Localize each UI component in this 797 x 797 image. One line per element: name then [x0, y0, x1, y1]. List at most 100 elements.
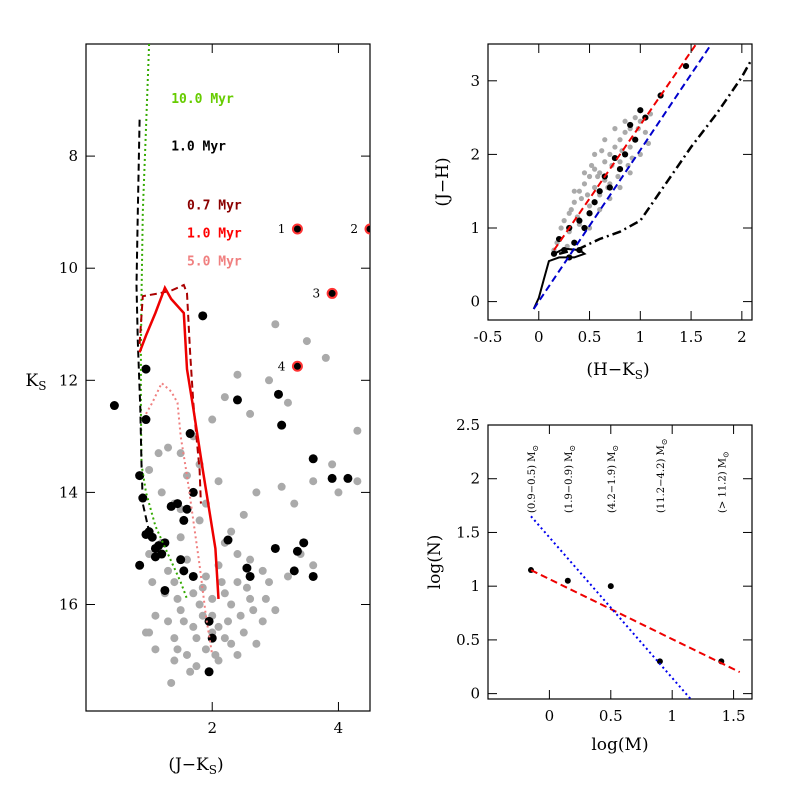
ccd-ctts_locus-line [558, 58, 752, 256]
cmd-field-point [261, 594, 270, 603]
cmd-field-point [208, 594, 217, 603]
cmd-field-point [186, 667, 195, 676]
cmd-members-point [185, 429, 195, 439]
cmd-field-point [233, 550, 242, 559]
cmd-members-point [154, 541, 164, 551]
cmd-star-label: 2 [350, 222, 358, 236]
cmd-field-point [277, 482, 286, 491]
cmd-ytick-label: 16 [59, 596, 78, 614]
ccd-plot: -0.5 0 0.5 1 1.5 2 0 1 2 3 [470, 44, 752, 346]
ccd-xtick-label: 2 [737, 328, 747, 346]
ccd-members-point [576, 217, 583, 224]
cmd-members-point [289, 566, 299, 576]
cmd-field-point [198, 611, 207, 620]
cmd-field-point [302, 337, 311, 346]
cmd-iso_1myr_red-line [138, 284, 220, 599]
cmd-field-point [233, 650, 242, 659]
cmd-members-point [204, 616, 214, 626]
ccd-field-point [645, 140, 652, 146]
ccd-field-point [632, 115, 638, 121]
ccd-blue_reddening-line [532, 44, 713, 310]
cmd-field-point [195, 600, 204, 609]
ccd-field-point [581, 170, 588, 176]
cmd-members-point [166, 501, 176, 511]
cmd-field-point [189, 589, 198, 598]
cmd-members-point [204, 667, 214, 677]
cmd-field-point [220, 393, 229, 402]
cmd-field-point [154, 449, 163, 458]
mf-xlabel: log(M) [591, 735, 648, 755]
cmd-field-point [179, 617, 188, 626]
mf-bin-label: (1.9−0.9) M⊙ [564, 445, 577, 513]
ccd-ylabel: (J−H) [433, 157, 453, 206]
cmd-field-point [141, 628, 150, 637]
cmd-field-point [265, 578, 274, 587]
cmd-iso_0.7myr-line [138, 283, 202, 504]
cmd-members-point [299, 538, 309, 548]
cmd-field-point [309, 561, 318, 570]
mf-fit_red-line [530, 569, 741, 673]
cmd-age-label: 1.0 Myr [171, 139, 226, 154]
cmd-field-point [145, 465, 154, 474]
cmd-ytick-label: 14 [59, 483, 78, 501]
mf-ylabel: log(N) [425, 535, 445, 590]
cmd-field-point [164, 566, 173, 575]
cmd-members-point [308, 571, 318, 581]
mf-ytick-label: 1.5 [456, 523, 480, 541]
cmd-field-point [173, 594, 182, 603]
mf-xtick-label: 1.5 [722, 707, 746, 725]
mf-ytick-label: 0 [470, 685, 480, 703]
cmd-field-point [192, 634, 201, 643]
cmd-field-point [157, 488, 166, 497]
mf-ytick-label: 2.5 [456, 416, 480, 434]
cmd-age-label: 1.0 Myr [187, 226, 242, 241]
cmd-field-point [321, 353, 330, 362]
cmd-members-point [273, 389, 283, 399]
cmd-field-point [214, 622, 223, 631]
ccd-ytick-label: 2 [470, 145, 480, 163]
cmd-iso_5myr-line [145, 381, 214, 656]
cmd-field-point [236, 611, 245, 620]
ccd-frame [487, 43, 753, 321]
cmd-members-point [270, 543, 280, 553]
cmd-members-point [188, 571, 198, 581]
cmd-field-point [290, 499, 299, 508]
cmd-age-label: 10.0 Myr [171, 92, 234, 107]
mf-data-point [607, 583, 614, 590]
ccd-field-point [595, 173, 601, 180]
cmd-field-point [271, 606, 280, 615]
ccd-ytick-label: 3 [470, 72, 480, 90]
cmd-field-point [151, 645, 160, 654]
ccd-field-point [592, 184, 598, 191]
cmd-field-point [176, 449, 185, 458]
cmd-field-point [211, 650, 220, 659]
ccd-field-point [617, 159, 623, 165]
ccd-field-point [617, 184, 623, 191]
ccd-members-point [596, 188, 603, 195]
ccd-field-point [612, 126, 618, 132]
ccd-members-point [627, 121, 634, 129]
ccd-members-point [606, 184, 613, 191]
cmd-field-point [176, 533, 185, 542]
cmd-field-point [353, 477, 362, 486]
ccd-field-point [578, 195, 585, 202]
mf-xtick-label: 0 [545, 707, 555, 725]
cmd-field-point [283, 398, 292, 407]
cmd-field-point [258, 566, 267, 575]
ccd-field-point [615, 173, 621, 180]
cmd-series-group [109, 44, 370, 687]
cmd-field-point [182, 471, 191, 480]
cmd-labeled-point [291, 223, 303, 235]
cmd-field-point [227, 600, 236, 609]
ccd-series-group [532, 44, 752, 310]
cmd-field-point [164, 443, 173, 452]
cmd-members-point [179, 566, 189, 576]
cmd-field-point [195, 516, 204, 525]
mf-ytick-label: 1 [470, 577, 480, 595]
mf-bin-label: (11.2−4.2) M⊙ [656, 439, 669, 513]
ccd-members-point [581, 224, 588, 232]
ccd-field-point [584, 192, 591, 198]
cmd-members-point [327, 473, 337, 483]
cmd-field-point [201, 572, 210, 581]
